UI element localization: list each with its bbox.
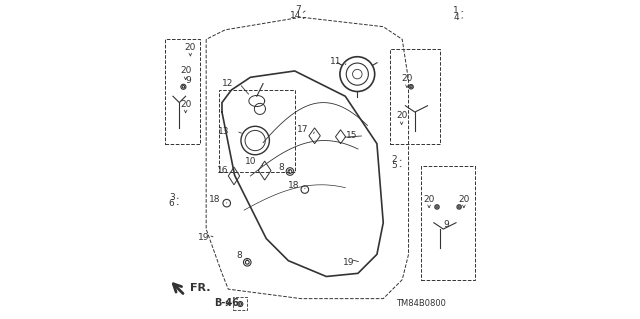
Text: 20: 20 — [180, 100, 191, 109]
Text: 13: 13 — [218, 127, 230, 136]
Text: 12: 12 — [221, 79, 233, 88]
Text: 9: 9 — [444, 220, 449, 229]
Text: 20: 20 — [185, 43, 196, 52]
Text: 2: 2 — [392, 155, 397, 164]
Text: 20: 20 — [401, 74, 413, 83]
Text: 1: 1 — [453, 6, 459, 15]
Text: 19: 19 — [198, 233, 209, 242]
Text: 6: 6 — [169, 199, 175, 208]
Text: 20: 20 — [458, 195, 470, 204]
Text: 8: 8 — [279, 163, 285, 172]
Text: 20: 20 — [180, 66, 191, 76]
Text: 18: 18 — [287, 181, 299, 190]
Text: B-46: B-46 — [214, 298, 239, 308]
Text: 16: 16 — [217, 166, 228, 175]
Text: 4: 4 — [454, 13, 459, 22]
Text: FR.: FR. — [189, 283, 210, 293]
Text: 9: 9 — [185, 76, 191, 85]
Text: 11: 11 — [330, 57, 341, 66]
Text: 8: 8 — [236, 251, 242, 260]
Text: 17: 17 — [298, 125, 309, 134]
Text: 7: 7 — [295, 5, 301, 14]
Text: TM84B0800: TM84B0800 — [396, 299, 446, 308]
Text: 18: 18 — [209, 196, 221, 204]
Text: 5: 5 — [392, 161, 397, 170]
Text: 10: 10 — [244, 157, 256, 166]
Text: 19: 19 — [343, 258, 355, 267]
Text: 20: 20 — [396, 111, 407, 120]
Text: 3: 3 — [169, 193, 175, 202]
Text: 20: 20 — [424, 195, 435, 204]
Text: 15: 15 — [346, 131, 358, 140]
Text: 14: 14 — [290, 11, 301, 20]
